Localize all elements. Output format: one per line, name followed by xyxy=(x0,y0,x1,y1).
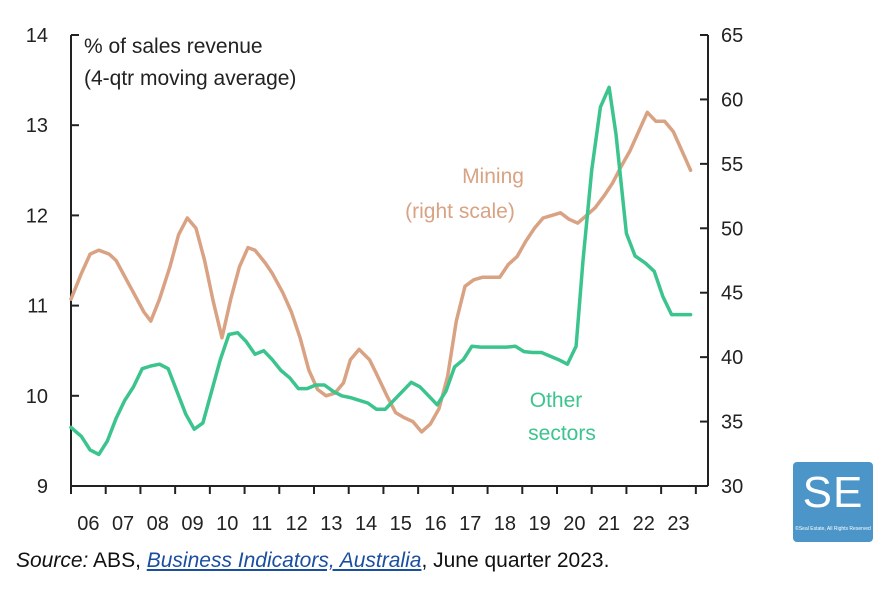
right-axis-tick-label: 60 xyxy=(721,89,743,111)
right-axis-tick-label: 40 xyxy=(721,347,743,369)
source-publisher: ABS, xyxy=(88,549,147,572)
other-sectors-series-line xyxy=(69,85,693,457)
source-note: Source: ABS, Business Indicators, Austra… xyxy=(16,549,609,573)
right-axis-tick-label: 55 xyxy=(721,154,743,176)
left-axis-tick-label: 13 xyxy=(26,115,48,137)
x-axis-tick-label: 21 xyxy=(598,513,620,535)
x-axis-tick-label: 07 xyxy=(112,513,134,535)
chart-annotations: % of sales revenue (4-qtr moving average… xyxy=(84,35,596,445)
right-axis-tick-label: 30 xyxy=(721,476,743,498)
right-axis-tick-label: 45 xyxy=(721,283,743,305)
x-axis-tick-label: 16 xyxy=(424,513,446,535)
x-axis-tick-label: 22 xyxy=(633,513,655,535)
x-axis-tick-label: 09 xyxy=(181,513,203,535)
chart-subtitle: (4-qtr moving average) xyxy=(84,67,296,90)
mining-series-line xyxy=(69,110,693,434)
mining-series-label-sub: (right scale) xyxy=(405,200,515,223)
series-lines xyxy=(69,85,693,457)
other-sectors-label: Other xyxy=(530,389,583,412)
x-axis-tick-label: 08 xyxy=(147,513,169,535)
right-axis-tick-label: 65 xyxy=(721,25,743,47)
left-axis-tick-label: 11 xyxy=(27,296,48,318)
brand-logo-copyright: ©Seal Estate, All Rights Reserved xyxy=(795,526,871,532)
left-axis-tick-label: 14 xyxy=(26,25,48,47)
x-axis-tick-label: 17 xyxy=(459,513,481,535)
brand-logo-mark: SE xyxy=(802,468,864,517)
x-axis-tick-label: 19 xyxy=(529,513,551,535)
left-axis-tick-label: 10 xyxy=(26,386,48,408)
x-axis-tick-label: 11 xyxy=(252,513,273,535)
x-axis-tick-label: 15 xyxy=(390,513,412,535)
x-axis-tick-label: 06 xyxy=(77,513,99,535)
x-axis-tick-label: 18 xyxy=(494,513,516,535)
left-axis-tick-label: 12 xyxy=(26,205,48,227)
axes: 14 13 12 11 10 9 65 60 55 50 45 40 35 30 06 07 08 09 10 11 1… xyxy=(26,25,744,535)
source-suffix: , June quarter 2023. xyxy=(421,549,610,572)
mining-series-label: Mining xyxy=(462,165,524,188)
other-sectors-label-sub: sectors xyxy=(528,422,596,445)
x-axis-tick-label: 23 xyxy=(667,513,689,535)
x-axis-tick-label: 20 xyxy=(563,513,585,535)
left-axis-tick-label: 9 xyxy=(37,476,48,498)
x-axis-tick-label: 14 xyxy=(355,513,377,535)
right-axis-tick-label: 35 xyxy=(721,412,743,434)
x-axis-tick-label: 13 xyxy=(320,513,342,535)
source-link[interactable]: Business Indicators, Australia xyxy=(146,549,422,572)
x-axis-tick-label: 10 xyxy=(216,513,238,535)
source-prefix: Source: xyxy=(16,549,89,572)
x-axis-tick-label: 12 xyxy=(286,513,308,535)
chart-title: % of sales revenue xyxy=(84,35,263,58)
brand-logo: SE ©Seal Estate, All Rights Reserved xyxy=(793,462,873,542)
right-axis-tick-label: 50 xyxy=(721,218,743,240)
